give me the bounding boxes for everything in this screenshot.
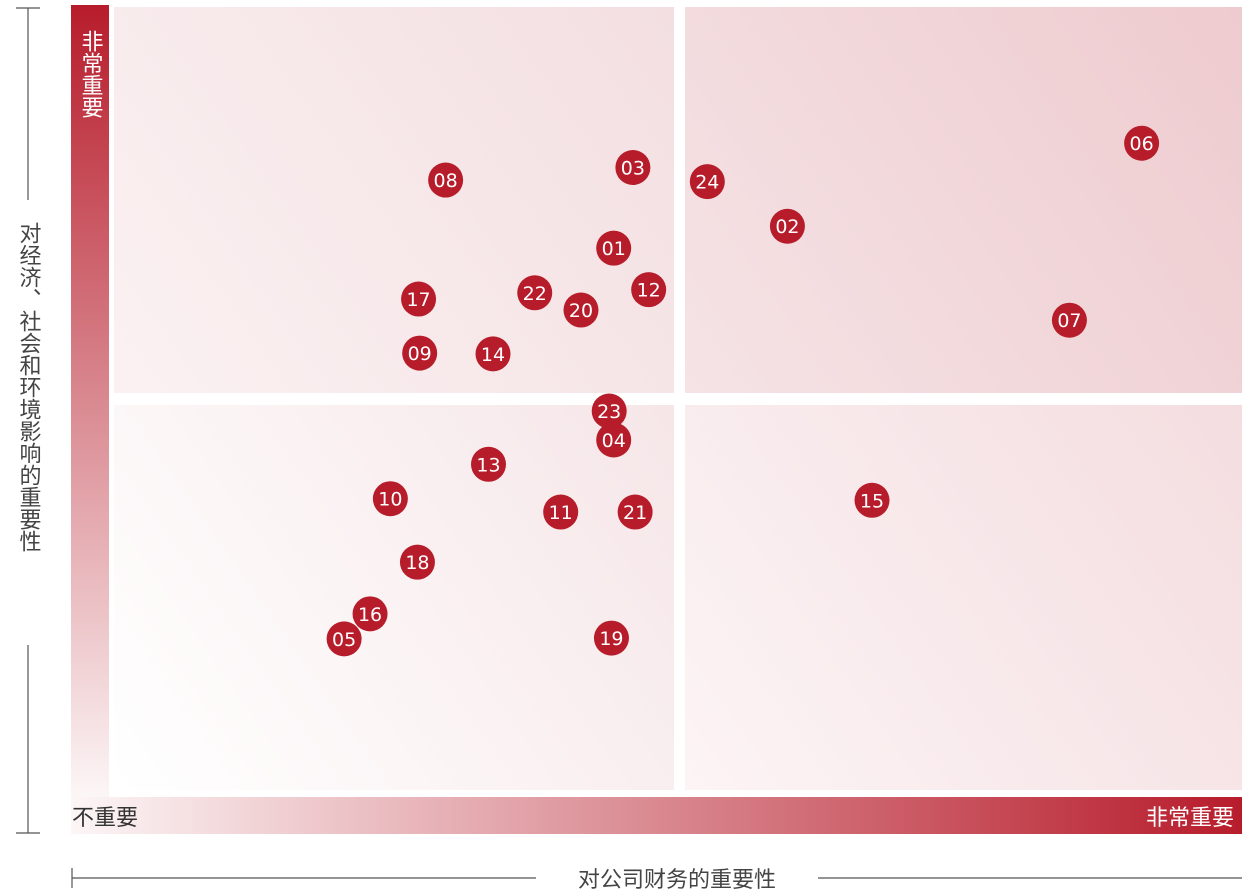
data-point-label: 22 xyxy=(523,283,547,305)
data-point-label: 08 xyxy=(434,170,458,192)
data-point-02: 02 xyxy=(769,208,805,244)
data-point-15: 15 xyxy=(854,482,890,518)
data-point-marker xyxy=(593,620,629,656)
data-point-11: 11 xyxy=(543,494,579,530)
data-point-marker xyxy=(475,336,511,372)
quadrant-top-right xyxy=(685,7,1242,393)
data-point-label: 16 xyxy=(358,604,382,626)
data-point-marker xyxy=(591,393,627,429)
data-point-marker xyxy=(326,621,362,657)
data-point-marker xyxy=(543,494,579,530)
data-point-13: 13 xyxy=(470,446,506,482)
data-point-label: 14 xyxy=(481,344,505,366)
data-point-marker xyxy=(399,544,435,580)
data-point-09: 09 xyxy=(402,335,438,371)
data-point-marker xyxy=(401,281,437,317)
data-point-marker xyxy=(1124,125,1160,161)
data-point-label: 02 xyxy=(775,216,799,238)
y-axis-title: 对经济、社会和环境影响的重要性 xyxy=(16,222,42,552)
data-point-12: 12 xyxy=(631,272,667,308)
data-point-marker xyxy=(1051,302,1087,338)
data-point-label: 03 xyxy=(621,158,645,180)
data-point-label: 18 xyxy=(405,552,429,574)
data-point-label: 01 xyxy=(602,238,626,260)
data-point-label: 21 xyxy=(623,502,647,524)
data-point-marker xyxy=(769,208,805,244)
y-scale-high-label: 非常重要 xyxy=(78,30,103,118)
data-point-03: 03 xyxy=(615,150,651,186)
data-point-label: 04 xyxy=(602,430,626,452)
data-point-marker xyxy=(402,335,438,371)
data-point-marker xyxy=(372,481,408,517)
data-point-08: 08 xyxy=(428,162,464,198)
data-point-label: 09 xyxy=(408,343,432,365)
data-point-marker xyxy=(352,596,388,632)
quadrant-top-left xyxy=(114,7,674,393)
data-point-17: 17 xyxy=(401,281,437,317)
data-point-label: 10 xyxy=(378,489,402,511)
data-point-marker xyxy=(689,164,725,200)
data-point-07: 07 xyxy=(1051,302,1087,338)
data-point-marker xyxy=(596,230,632,266)
data-point-16: 16 xyxy=(352,596,388,632)
data-point-21: 21 xyxy=(617,494,653,530)
data-point-marker xyxy=(517,275,553,311)
data-point-label: 17 xyxy=(406,289,430,311)
data-point-04: 04 xyxy=(596,422,632,458)
data-point-23: 23 xyxy=(591,393,627,429)
data-point-10: 10 xyxy=(372,481,408,517)
data-point-19: 19 xyxy=(593,620,629,656)
data-point-marker xyxy=(631,272,667,308)
data-point-marker xyxy=(615,150,651,186)
data-point-marker xyxy=(428,162,464,198)
data-point-18: 18 xyxy=(399,544,435,580)
data-point-marker xyxy=(563,292,599,328)
data-point-24: 24 xyxy=(689,164,725,200)
data-point-marker xyxy=(596,422,632,458)
data-point-label: 23 xyxy=(597,401,621,423)
scatter-points: 01 02 03 04 05 06 07 08 09 10 11 12 13 14 15 16 17 18 19 20… xyxy=(326,125,1160,657)
data-point-22: 22 xyxy=(517,275,553,311)
data-point-06: 06 xyxy=(1124,125,1160,161)
data-point-label: 12 xyxy=(637,280,661,302)
data-point-14: 14 xyxy=(475,336,511,372)
data-point-label: 05 xyxy=(332,629,356,651)
data-point-label: 06 xyxy=(1130,133,1154,155)
data-point-label: 07 xyxy=(1057,310,1081,332)
x-scale-low-label: 不重要 xyxy=(72,806,138,831)
data-point-label: 19 xyxy=(599,628,623,650)
data-point-20: 20 xyxy=(563,292,599,328)
data-point-05: 05 xyxy=(326,621,362,657)
x-scale-bar xyxy=(71,797,1242,834)
quadrant-bottom-right xyxy=(685,405,1242,790)
data-point-label: 11 xyxy=(549,502,573,524)
data-point-marker xyxy=(617,494,653,530)
y-scale-bar xyxy=(71,5,109,797)
x-scale-high-label: 非常重要 xyxy=(1146,806,1234,831)
data-point-01: 01 xyxy=(596,230,632,266)
data-point-marker xyxy=(470,446,506,482)
data-point-label: 20 xyxy=(569,300,593,322)
data-point-marker xyxy=(854,482,890,518)
x-axis-title: 对公司财务的重要性 xyxy=(578,868,776,893)
data-point-label: 13 xyxy=(476,454,500,476)
data-point-label: 15 xyxy=(860,490,884,512)
data-point-label: 24 xyxy=(695,172,719,194)
quadrant-bottom-left xyxy=(114,405,674,790)
